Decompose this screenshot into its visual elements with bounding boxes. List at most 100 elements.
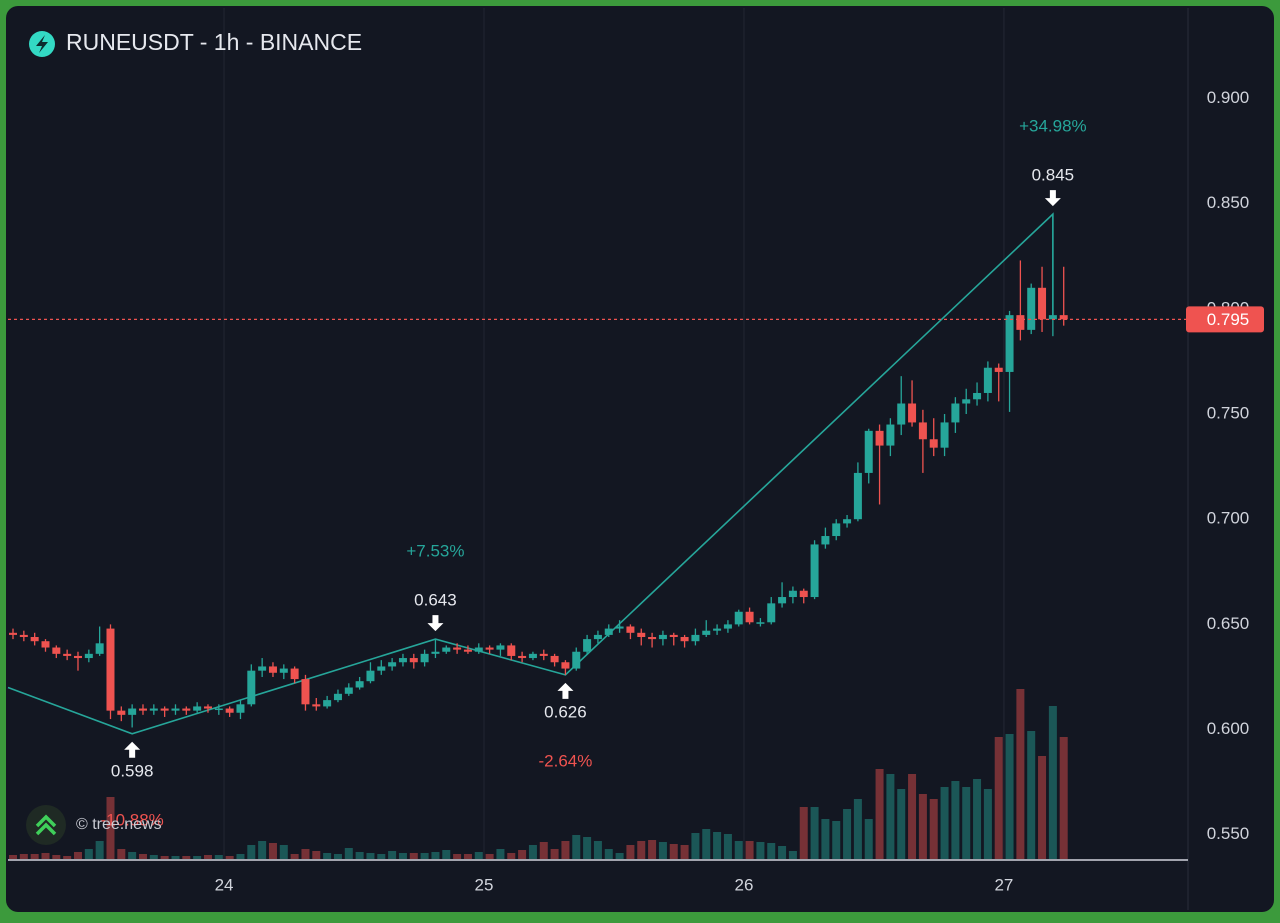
volume-bar <box>983 789 992 859</box>
panel <box>6 6 1274 912</box>
candle-body <box>128 708 137 715</box>
candle-body <box>258 666 267 671</box>
candle-body <box>9 632 17 635</box>
volume-bar <box>52 855 61 859</box>
y-tick-label: 0.850 <box>1207 193 1250 212</box>
volume-bar <box>323 853 332 859</box>
candle-body <box>63 653 72 656</box>
volume-bar <box>19 854 28 859</box>
volume-bar <box>377 854 386 859</box>
volume-bar <box>648 840 657 859</box>
candle-body <box>929 439 938 448</box>
volume-bar <box>929 799 938 859</box>
volume-bar <box>853 799 862 859</box>
candle-body <box>431 651 440 654</box>
volume-bar <box>539 842 548 859</box>
volume-bar <box>593 841 602 859</box>
candle-body <box>84 653 93 659</box>
candle-body <box>398 658 407 663</box>
candle-body <box>994 367 1003 372</box>
candle-body <box>886 424 895 446</box>
candle-body <box>290 668 299 680</box>
candle-body <box>745 611 754 623</box>
candle-body <box>637 632 646 638</box>
pivot-label: 0.845 <box>1032 166 1075 185</box>
candle-body <box>496 645 505 650</box>
candle-body <box>366 670 375 682</box>
volume-bar <box>182 856 191 859</box>
x-tick-label: 27 <box>994 875 1013 894</box>
volume-bar <box>203 855 212 859</box>
volume-bar <box>193 856 202 859</box>
volume-bar <box>734 841 743 859</box>
candle-body <box>897 403 906 425</box>
candle-body <box>485 647 494 650</box>
candle-body <box>756 622 765 624</box>
y-tick-label: 0.600 <box>1207 719 1250 738</box>
candle-body <box>236 704 245 713</box>
volume-bar <box>279 845 288 859</box>
volume-bar <box>745 841 754 859</box>
volume-bar <box>247 845 256 859</box>
candle-body <box>73 655 82 659</box>
candle-body <box>106 628 115 711</box>
volume-bar <box>788 851 797 859</box>
volume-bar <box>951 781 960 859</box>
candle-body <box>138 708 147 711</box>
volume-bar <box>149 855 158 859</box>
candle-body <box>572 651 581 669</box>
candle-body <box>648 637 657 640</box>
watermark-text: © tree.news <box>76 816 162 833</box>
volume-bar <box>333 854 342 859</box>
volume-bar <box>691 833 700 859</box>
volume-bar <box>41 853 50 859</box>
volume-bar <box>973 779 982 859</box>
swing-change: -2.64% <box>538 751 592 770</box>
volume-bar <box>1027 731 1036 859</box>
volume-bar <box>117 849 126 859</box>
volume-bar <box>918 794 927 859</box>
volume-bar <box>1005 734 1014 859</box>
candle-body <box>377 666 386 671</box>
candle-body <box>853 472 862 520</box>
volume-bar <box>73 852 82 859</box>
x-tick-label: 26 <box>735 875 754 894</box>
candle-body <box>507 645 516 656</box>
candle-body <box>593 634 602 640</box>
candle-body <box>767 603 776 623</box>
volume-bar <box>778 846 787 859</box>
volume-bar <box>713 832 722 859</box>
candle-body <box>474 647 483 652</box>
volume-bar <box>128 852 137 859</box>
axes: 0.5500.6000.6500.7000.7500.8000.8500.900… <box>215 88 1264 894</box>
volume-bar <box>864 819 873 859</box>
volume-bar <box>528 845 537 859</box>
volume-bar <box>474 852 483 859</box>
candle-body <box>214 708 223 711</box>
volume-bar <box>301 849 310 859</box>
candle-body <box>388 662 397 667</box>
candle-body <box>149 708 158 711</box>
volume-bar <box>214 855 223 859</box>
candle-body <box>1048 315 1057 320</box>
candle-body <box>30 637 39 642</box>
candle-body <box>615 626 624 629</box>
pivot-label: 0.598 <box>111 761 154 780</box>
volume-bar <box>767 843 776 859</box>
candle-body <box>669 634 678 638</box>
grid <box>223 8 1005 860</box>
pivot-label: 0.626 <box>544 702 587 721</box>
candle-body <box>962 399 971 404</box>
volume-bar <box>453 854 462 859</box>
candle-body <box>160 708 169 711</box>
last-price-label: 0.795 <box>1207 310 1250 329</box>
y-tick-label: 0.900 <box>1207 88 1250 107</box>
volume-bar <box>604 849 613 859</box>
y-tick-label: 0.750 <box>1207 403 1250 422</box>
candle-body <box>1059 315 1068 320</box>
swing-change: +34.98% <box>1019 117 1087 136</box>
pivot-arrow <box>427 615 444 632</box>
candle-body <box>908 403 917 423</box>
candle-body <box>1016 315 1025 330</box>
